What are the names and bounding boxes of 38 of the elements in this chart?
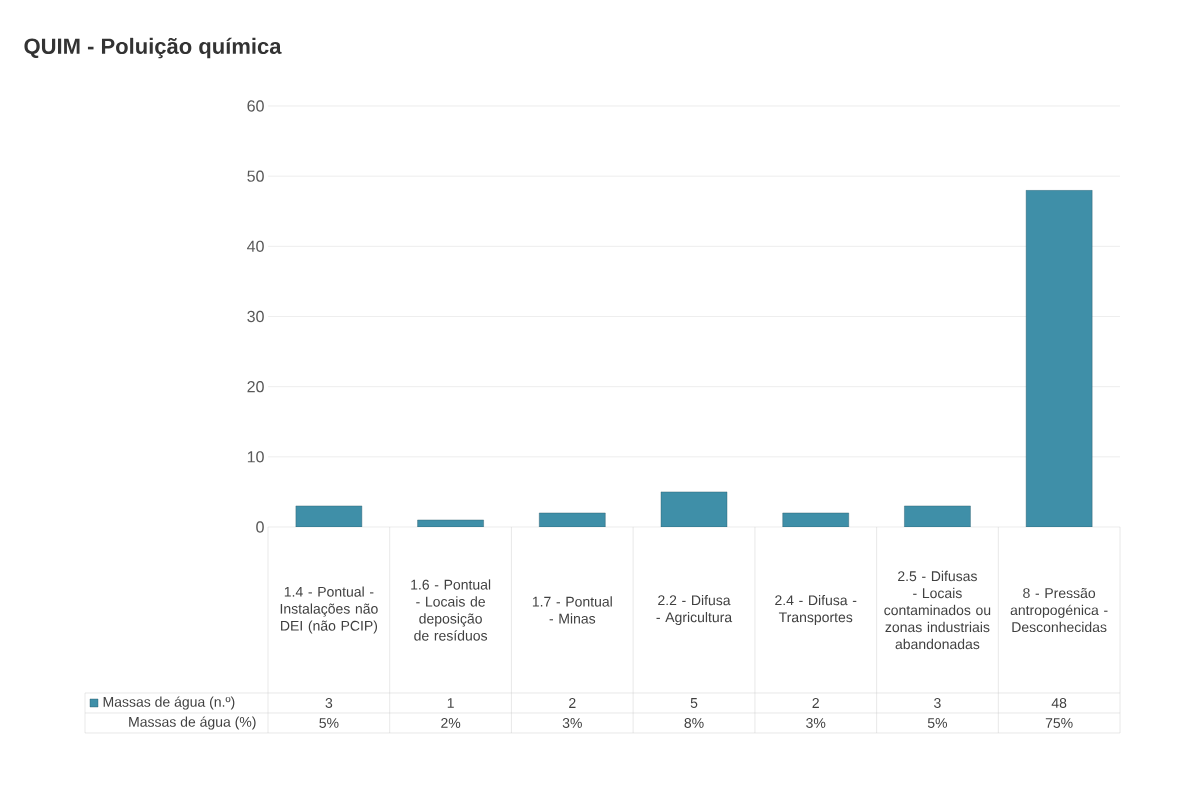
data-label: 2: [812, 698, 819, 708]
text: 2%: [441, 718, 461, 728]
y-tick-label: 30: [247, 310, 264, 323]
bar: [539, 512, 606, 527]
y-tick-label: 50: [247, 170, 264, 182]
bar: [660, 491, 728, 527]
y-tick-label: 20: [247, 381, 264, 393]
bar: [417, 519, 484, 527]
data-label: 48: [1051, 698, 1067, 708]
x-tick-label: 2.5 - Difusas - Locais contaminados ou zonas industriais abandonadas: [884, 570, 991, 650]
text: 75%: [1045, 718, 1073, 728]
x-tick-label: 1.4 - Pontual - Instalações não DEI (não PCIP): [280, 586, 378, 634]
x-tick-label: 2.4 - Difusa - Transportes: [775, 594, 857, 626]
data-label: 2: [569, 698, 576, 708]
y-tick-label: 10: [247, 451, 264, 463]
data-label: 1: [447, 698, 454, 708]
data-label: 3: [934, 698, 941, 708]
x-tick-label: 2.2 - Difusa - Agricultura: [656, 594, 733, 626]
text: 3%: [806, 718, 826, 728]
y-tick-label: 60: [247, 100, 264, 112]
x-tick-label: 8 - Pressão antropogénica - Desconhecidas: [1010, 587, 1108, 633]
data-label: 3: [325, 698, 333, 708]
data-label: 5: [690, 698, 698, 708]
bar: [1025, 189, 1093, 527]
bar: [295, 505, 363, 527]
y-tick-label: 0: [256, 521, 264, 533]
text: 8%: [684, 718, 704, 728]
legend-label: Massas de água (n.º): [103, 696, 235, 710]
bar: [782, 512, 849, 527]
x-tick-label: 1.6 - Pontual - Locais de deposição de resíduos: [411, 579, 491, 641]
text: Massas de água (%): [129, 716, 256, 730]
text: 5%: [927, 718, 948, 728]
text: 5%: [319, 718, 339, 728]
x-tick-label: 1.7 - Pontual - Minas: [532, 596, 612, 624]
bar: [904, 505, 971, 527]
text: 3%: [562, 718, 582, 728]
y-tick-label: 40: [247, 240, 264, 252]
chart-title: QUIM - Poluição química: [24, 37, 282, 59]
